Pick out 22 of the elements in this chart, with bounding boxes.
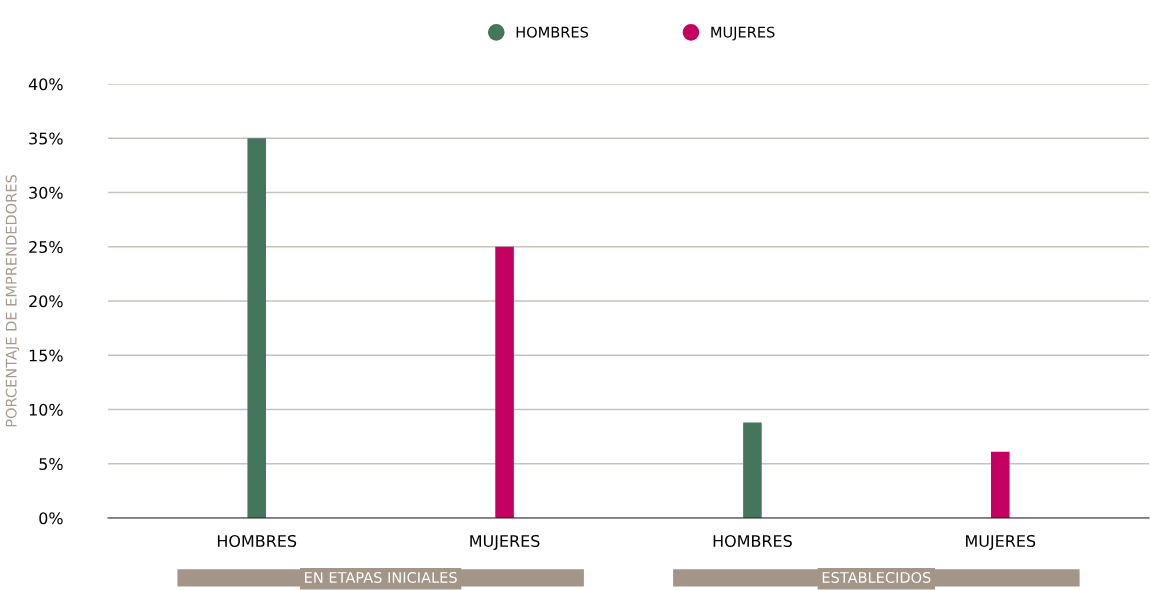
bar bbox=[495, 246, 514, 518]
y-axis-title: PORCENTAJE DE EMPRENDEDORES bbox=[5, 175, 20, 427]
y-tick-label: 0% bbox=[39, 512, 63, 525]
x-tick-label: MUJERES bbox=[470, 534, 540, 550]
bar bbox=[247, 138, 267, 518]
y-tick-label: 35% bbox=[29, 132, 63, 145]
y-tick-label: 20% bbox=[29, 295, 63, 308]
x-tick-label: HOMBRES bbox=[713, 534, 792, 548]
text: ESTABLECIDOS bbox=[822, 571, 931, 583]
text: EN ETAPAS INICIALES bbox=[305, 571, 457, 583]
y-tick-label: 5% bbox=[39, 457, 63, 471]
y-tick-label: 40% bbox=[28, 78, 63, 91]
bar bbox=[990, 451, 1010, 518]
y-tick-label: 25% bbox=[29, 240, 63, 254]
y-tick-label: 10% bbox=[29, 403, 63, 416]
legend-label: MUJERES bbox=[711, 26, 775, 41]
x-tick-label: HOMBRES bbox=[217, 534, 297, 548]
legend-label: HOMBRES bbox=[516, 26, 589, 38]
y-tick-label: 30% bbox=[29, 186, 63, 199]
bar bbox=[743, 422, 762, 518]
x-tick-label: MUJERES bbox=[966, 534, 1036, 550]
y-tick-label: 15% bbox=[29, 349, 63, 362]
